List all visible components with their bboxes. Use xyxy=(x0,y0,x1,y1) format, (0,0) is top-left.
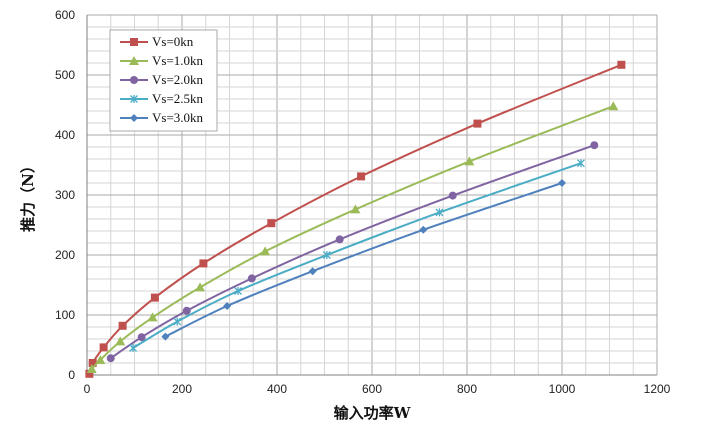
x-tick-label: 400 xyxy=(267,382,287,396)
data-point-4 xyxy=(223,302,232,310)
data-point-3 xyxy=(322,251,331,259)
data-point-0 xyxy=(88,359,97,367)
legend-marker-1 xyxy=(129,56,139,65)
data-point-1 xyxy=(350,204,361,214)
legend-label-0: Vs=0kn xyxy=(152,34,194,49)
series-line-3 xyxy=(132,162,582,349)
data-point-0 xyxy=(99,343,108,352)
axes xyxy=(86,14,658,376)
legend-label-4: Vs=3.0kn xyxy=(152,110,204,125)
data-point-1 xyxy=(147,312,158,322)
data-point-0 xyxy=(118,321,127,330)
x-tick-label: 1200 xyxy=(644,382,671,396)
data-point-2 xyxy=(448,191,457,200)
x-axis-title: 输入功率W xyxy=(334,404,412,422)
data-point-2 xyxy=(106,354,115,363)
data-point-1 xyxy=(464,156,475,166)
legend: Vs=0kn Vs=1.0kn Vs=2.0kn Vs=2.5kn Vs=3.0kn xyxy=(109,29,218,132)
data-point-2 xyxy=(182,306,191,315)
x-tick-label: 0 xyxy=(84,382,91,396)
data-point-1 xyxy=(115,336,126,346)
data-point-3 xyxy=(129,344,138,352)
data-point-4 xyxy=(558,179,566,187)
series-line-2 xyxy=(110,144,595,360)
legend-marker-3 xyxy=(130,95,138,103)
x-tick-label: 800 xyxy=(457,382,477,396)
data-point-3 xyxy=(173,317,182,326)
data-point-0 xyxy=(473,119,482,128)
series-layer xyxy=(85,60,626,378)
data-point-1 xyxy=(260,246,271,256)
data-point-0 xyxy=(267,219,276,228)
legend-label-3: Vs=2.5kn xyxy=(152,91,204,106)
x-tick-label: 600 xyxy=(362,382,382,396)
data-point-0 xyxy=(150,293,159,302)
data-point-2 xyxy=(335,235,344,244)
data-point-2 xyxy=(590,141,599,150)
y-tick-label: 0 xyxy=(68,368,75,382)
y-tick-label: 600 xyxy=(55,8,75,22)
data-point-4 xyxy=(308,267,317,276)
y-tick-label: 200 xyxy=(55,248,75,262)
data-point-3 xyxy=(234,287,243,295)
series-line-4 xyxy=(164,182,563,338)
legend-marker-0 xyxy=(130,38,138,46)
data-point-2 xyxy=(137,333,146,342)
data-point-4 xyxy=(161,332,170,341)
y-tick-label: 500 xyxy=(55,68,75,82)
data-point-3 xyxy=(577,159,585,168)
x-tick-label: 200 xyxy=(172,382,192,396)
series-line-1 xyxy=(91,105,614,370)
data-point-0 xyxy=(85,369,94,378)
legend-label-1: Vs=1.0kn xyxy=(152,53,204,68)
y-axis-title: 推力（N） xyxy=(19,158,37,232)
data-point-0 xyxy=(199,259,208,268)
tick-labels: 0 200 400 600 800 1000 1200 0 100 200 300 400 500 600 xyxy=(55,8,671,396)
data-point-1 xyxy=(608,101,619,111)
data-point-4 xyxy=(419,225,428,234)
data-point-1 xyxy=(86,364,97,373)
data-point-3 xyxy=(435,208,444,217)
legend-marker-2 xyxy=(130,76,138,84)
data-point-1 xyxy=(195,282,206,292)
y-tick-label: 300 xyxy=(55,188,75,202)
data-point-0 xyxy=(617,60,626,69)
data-point-0 xyxy=(357,172,366,181)
data-point-2 xyxy=(247,274,256,283)
y-tick-label: 100 xyxy=(55,308,75,322)
data-point-1 xyxy=(95,355,106,364)
legend-label-2: Vs=2.0kn xyxy=(152,72,204,87)
legend-marker-4 xyxy=(130,114,138,122)
x-tick-label: 1000 xyxy=(549,382,576,396)
y-tick-label: 400 xyxy=(55,128,75,142)
